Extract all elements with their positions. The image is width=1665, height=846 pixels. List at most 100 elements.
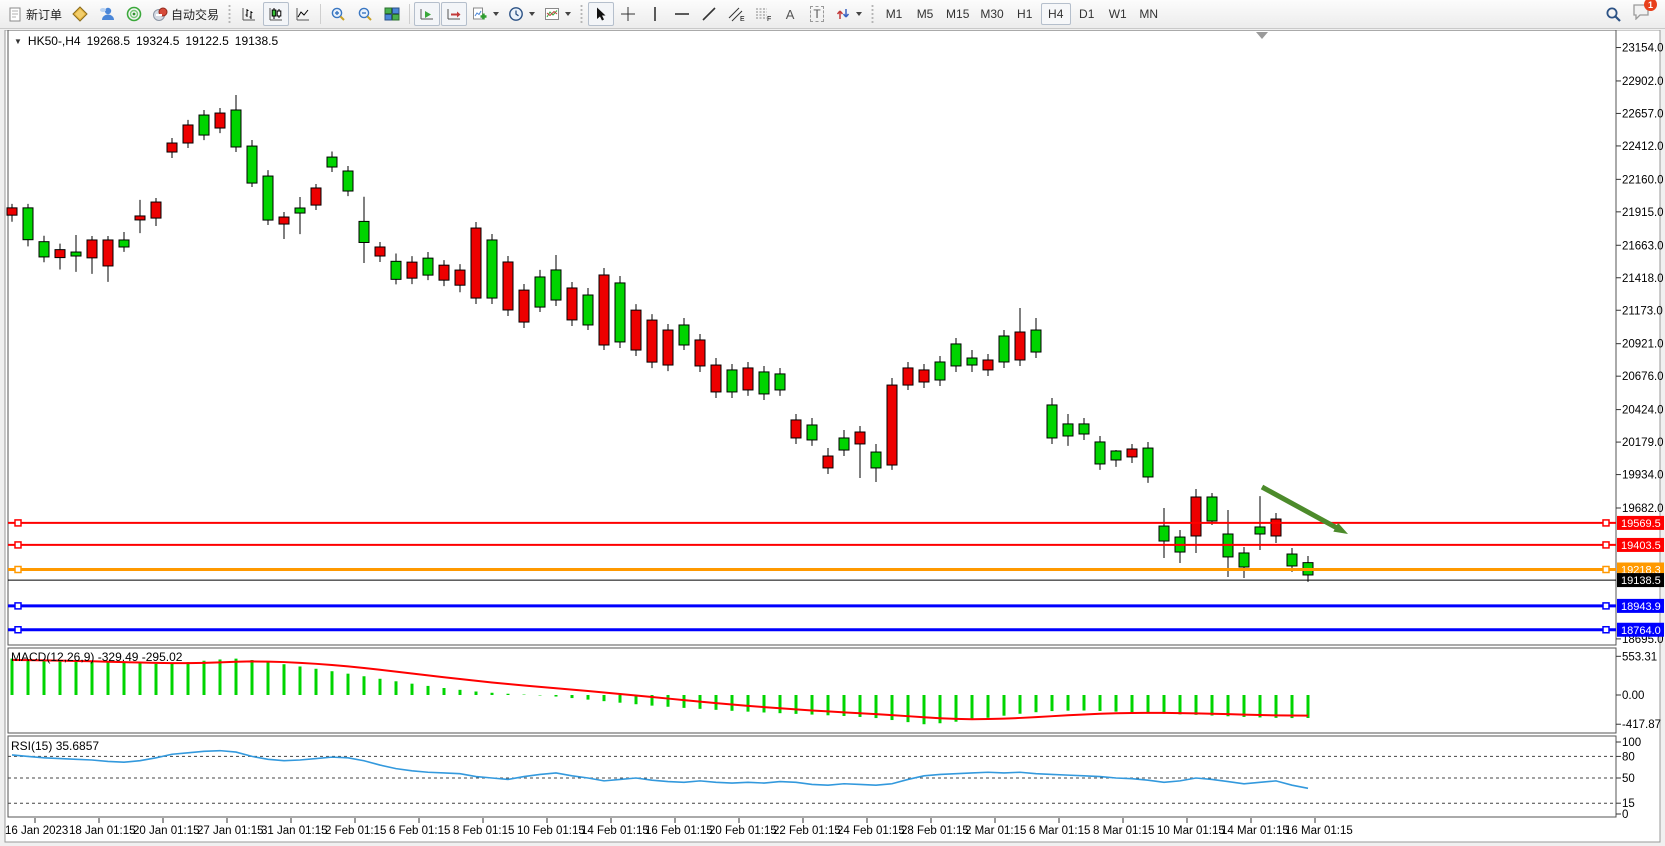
text-tool-button[interactable]: A xyxy=(777,2,803,26)
price-axis-label[interactable]: 23154.0 xyxy=(1622,43,1664,55)
time-axis-label[interactable]: 18 Jan 01:15 xyxy=(69,825,136,837)
price-axis-label[interactable]: 22657.0 xyxy=(1622,108,1664,120)
text-label-tool-button[interactable]: T xyxy=(804,2,830,26)
time-axis-label[interactable]: 14 Feb 01:15 xyxy=(581,825,649,837)
timeframe-h1[interactable]: H1 xyxy=(1010,3,1040,25)
chart-shift-button[interactable] xyxy=(441,2,468,26)
price-axis-label[interactable]: 20179.0 xyxy=(1622,437,1664,449)
tile-windows-button[interactable] xyxy=(379,2,405,26)
toolbar-grip[interactable] xyxy=(870,4,876,24)
timeframe-m1[interactable]: M1 xyxy=(879,3,909,25)
time-axis-label[interactable]: 28 Feb 01:15 xyxy=(901,825,969,837)
price-axis-label[interactable]: 22412.0 xyxy=(1622,141,1664,153)
macd-axis-label[interactable]: -417.87 xyxy=(1622,719,1661,731)
line-chart-type-button[interactable] xyxy=(290,2,316,26)
profile-button[interactable] xyxy=(94,2,120,26)
price-axis-label[interactable]: 21915.0 xyxy=(1622,207,1664,219)
time-axis-label[interactable]: 16 Jan 2023 xyxy=(5,825,68,837)
time-axis-label[interactable]: 2 Mar 01:15 xyxy=(965,825,1026,837)
main-chart-panel[interactable] xyxy=(7,30,1617,646)
rsi-axis-label[interactable]: 80 xyxy=(1622,751,1635,763)
chart-canvas[interactable]: 23154.0 22902.0 22657.0 22412.0 22160.0 21915… xyxy=(0,30,1665,846)
line-handle[interactable] xyxy=(1602,565,1610,574)
period-button[interactable] xyxy=(504,2,539,26)
line-handle[interactable] xyxy=(14,541,22,549)
time-axis-label[interactable]: 20 Feb 01:15 xyxy=(709,825,777,837)
price-axis-label[interactable]: 20424.0 xyxy=(1622,405,1664,417)
macd-axis-label[interactable]: 0.00 xyxy=(1622,690,1644,702)
toolbar-grip[interactable] xyxy=(579,4,585,24)
timeframe-h4[interactable]: H4 xyxy=(1040,3,1071,25)
signal-button[interactable] xyxy=(121,2,147,26)
line-handle[interactable] xyxy=(1602,519,1610,527)
price-axis-label[interactable]: 18695.0 xyxy=(1622,634,1664,646)
time-axis-label[interactable]: 22 Feb 01:15 xyxy=(773,825,841,837)
timeframe-w1[interactable]: W1 xyxy=(1103,3,1133,25)
collapse-chart-icon[interactable]: ▼ xyxy=(14,36,22,46)
notifications-button[interactable]: 1 xyxy=(1632,0,1657,25)
price-axis-label[interactable]: 22160.0 xyxy=(1622,174,1664,186)
timeframe-mn[interactable]: MN xyxy=(1134,3,1164,25)
price-axis-label[interactable]: 20921.0 xyxy=(1622,339,1664,351)
crosshair-tool-button[interactable] xyxy=(615,2,641,26)
cursor-tool-button[interactable] xyxy=(588,2,615,26)
toolbar-grip[interactable] xyxy=(227,4,233,24)
price-axis-label[interactable]: 19934.0 xyxy=(1622,470,1664,482)
price-axis-label[interactable]: 19682.0 xyxy=(1622,503,1664,515)
time-axis-label[interactable]: 27 Jan 01:15 xyxy=(197,825,264,837)
horizontal-line-tool-button[interactable] xyxy=(669,2,695,26)
candlestick-chart-type-button[interactable] xyxy=(263,2,290,26)
price-axis-label[interactable]: 21418.0 xyxy=(1622,273,1664,285)
time-axis-label[interactable]: 24 Feb 01:15 xyxy=(837,825,905,837)
equidistant-channel-tool-button[interactable]: E xyxy=(723,2,749,26)
line-handle[interactable] xyxy=(14,565,22,574)
arrows-tool-button[interactable] xyxy=(831,2,866,26)
line-handle[interactable] xyxy=(14,626,22,634)
rsi-axis-label[interactable]: 50 xyxy=(1622,773,1635,785)
bar-chart-type-button[interactable] xyxy=(236,2,262,26)
auto-trading-button[interactable]: 自动交易 xyxy=(148,2,223,26)
new-chart-button[interactable] xyxy=(468,2,503,26)
rsi-panel[interactable] xyxy=(7,735,1617,818)
time-axis-label[interactable]: 10 Feb 01:15 xyxy=(517,825,585,837)
market-watch-button[interactable] xyxy=(67,2,93,26)
time-axis-label[interactable]: 10 Mar 01:15 xyxy=(1157,825,1225,837)
zoom-in-button[interactable] xyxy=(325,2,351,26)
time-axis-label[interactable]: 16 Feb 01:15 xyxy=(645,825,713,837)
time-axis-label[interactable]: 6 Feb 01:15 xyxy=(389,825,450,837)
line-handle[interactable] xyxy=(14,602,22,610)
trendline-tool-button[interactable] xyxy=(696,2,722,26)
price-axis-label[interactable]: 22902.0 xyxy=(1622,76,1664,88)
line-handle[interactable] xyxy=(1602,626,1610,634)
time-axis-label[interactable]: 16 Mar 01:15 xyxy=(1285,825,1353,837)
rsi-axis-label[interactable]: 15 xyxy=(1622,798,1635,810)
timeframe-m5[interactable]: M5 xyxy=(910,3,940,25)
line-handle[interactable] xyxy=(14,519,22,527)
trend-arrow-line[interactable] xyxy=(1260,484,1341,532)
macd-axis-label[interactable]: 553.31 xyxy=(1622,651,1657,663)
timeframe-m15[interactable]: M15 xyxy=(941,3,974,25)
time-axis-label[interactable]: 20 Jan 01:15 xyxy=(133,825,200,837)
time-axis-label[interactable]: 31 Jan 01:15 xyxy=(261,825,328,837)
timeframe-m30[interactable]: M30 xyxy=(975,3,1008,25)
new-order-button[interactable]: 新订单 xyxy=(4,2,66,26)
search-button[interactable] xyxy=(1600,2,1626,26)
rsi-axis-label[interactable]: 100 xyxy=(1622,737,1641,749)
chart-window[interactable]: ▼ HK50-,H4 19268.5 19324.5 19122.5 19138… xyxy=(0,30,1665,846)
price-axis-label[interactable]: 21173.0 xyxy=(1622,305,1663,317)
time-axis-label[interactable]: 8 Feb 01:15 xyxy=(453,825,514,837)
line-handle[interactable] xyxy=(1602,541,1610,549)
time-axis-label[interactable]: 8 Mar 01:15 xyxy=(1093,825,1154,837)
time-axis-label[interactable]: 14 Mar 01:15 xyxy=(1221,825,1289,837)
rsi-axis-label[interactable]: 0 xyxy=(1622,809,1628,821)
auto-scroll-button[interactable] xyxy=(414,2,441,26)
price-axis-label[interactable]: 20676.0 xyxy=(1622,371,1664,383)
fibonacci-tool-button[interactable]: F xyxy=(750,2,776,26)
line-handle[interactable] xyxy=(1602,602,1610,610)
price-axis-label[interactable]: 21663.0 xyxy=(1622,240,1664,252)
trend-arrow-head[interactable] xyxy=(1333,522,1348,534)
timeframe-d1[interactable]: D1 xyxy=(1072,3,1102,25)
time-axis-label[interactable]: 6 Mar 01:15 xyxy=(1029,825,1090,837)
vertical-line-tool-button[interactable] xyxy=(642,2,668,26)
time-axis-label[interactable]: 2 Feb 01:15 xyxy=(325,825,386,837)
